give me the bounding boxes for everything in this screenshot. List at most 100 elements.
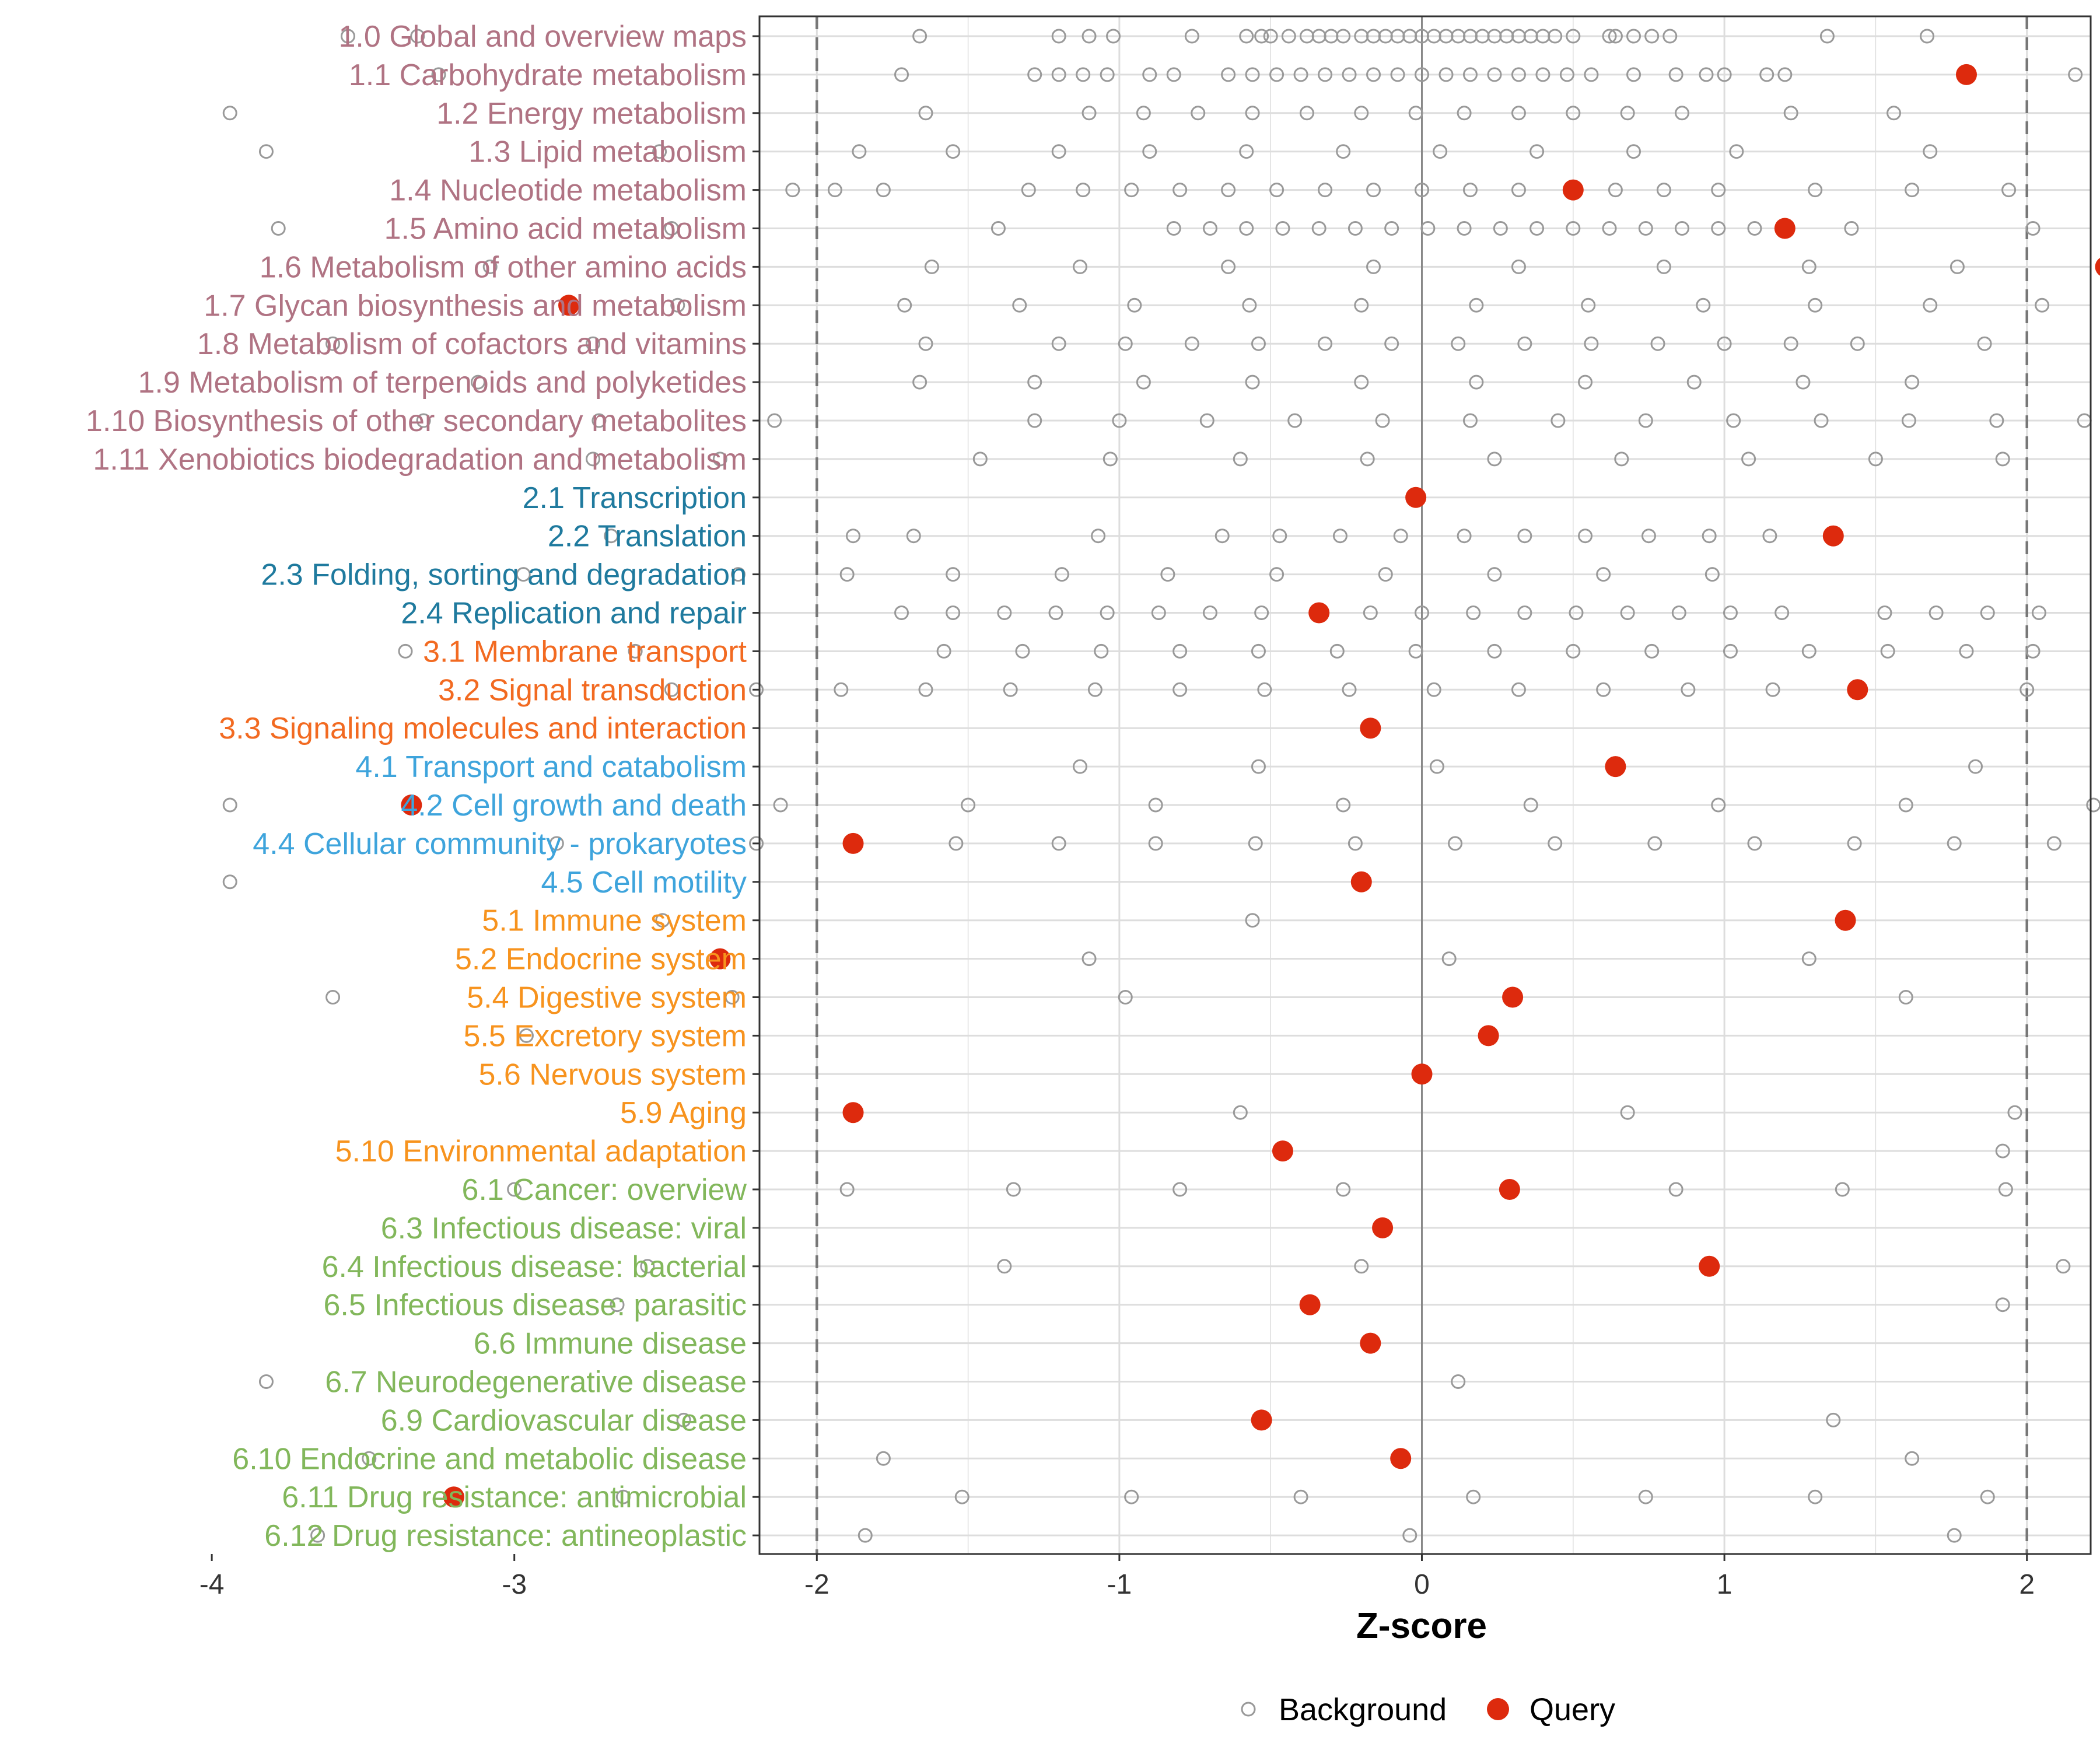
background-point	[1901, 413, 1916, 428]
background-point	[1293, 1489, 1308, 1504]
background-point	[1390, 67, 1405, 82]
background-point	[1620, 1105, 1635, 1120]
background-point	[1148, 836, 1163, 851]
background-point	[785, 183, 800, 198]
background-point	[894, 67, 909, 82]
background-point	[1408, 106, 1423, 121]
background-point	[1299, 106, 1314, 121]
background-point	[1947, 836, 1962, 851]
background-point	[1469, 298, 1484, 313]
background-point	[1850, 336, 1865, 351]
background-point	[876, 1451, 891, 1466]
background-point	[1530, 144, 1545, 159]
background-point	[954, 1489, 970, 1504]
background-point	[1578, 528, 1593, 544]
legend-query-marker	[1487, 1698, 1509, 1720]
background-point	[2007, 1105, 2022, 1120]
background-point	[1783, 336, 1798, 351]
background-point	[1091, 528, 1106, 544]
background-point	[1054, 567, 1069, 582]
background-point	[628, 643, 643, 659]
background-point	[1626, 29, 1642, 44]
background-point	[1329, 643, 1345, 659]
background-point	[1100, 606, 1115, 620]
query-point	[401, 794, 422, 816]
background-point	[1354, 106, 1369, 121]
category-label: 1.0 Global and overview maps	[339, 20, 747, 54]
background-point	[1584, 67, 1599, 82]
background-point	[1048, 606, 1063, 620]
category-label: 4.1 Transport and catabolism	[355, 750, 747, 784]
background-point	[1880, 643, 1895, 659]
category-label: 4.4 Cellular community - prokaryotes	[253, 827, 747, 861]
background-point	[1003, 682, 1018, 697]
background-point	[1012, 298, 1027, 313]
background-point	[610, 1297, 625, 1312]
x-tick-label: -2	[804, 1569, 830, 1600]
background-point	[1142, 144, 1157, 159]
background-point	[1699, 67, 1714, 82]
background-point	[326, 990, 341, 1005]
background-point	[1517, 336, 1532, 351]
query-point	[1372, 1217, 1394, 1238]
background-point	[1393, 528, 1408, 544]
background-point	[1269, 67, 1284, 82]
background-point	[1898, 990, 1913, 1005]
background-point	[712, 452, 727, 467]
category-label: 1.3 Lipid metabolism	[468, 135, 747, 169]
background-point	[724, 990, 740, 1005]
background-point	[1977, 336, 1992, 351]
background-point	[2001, 183, 2017, 198]
background-point	[1136, 106, 1151, 121]
background-point	[1006, 1182, 1021, 1197]
background-point	[1905, 374, 1920, 390]
background-point	[1808, 298, 1823, 313]
background-point	[997, 606, 1012, 620]
background-point	[1656, 183, 1671, 198]
background-point	[1835, 1182, 1850, 1197]
grid-layer	[760, 16, 2091, 1554]
background-point	[1269, 183, 1284, 198]
background-point	[1363, 606, 1378, 620]
background-point	[362, 1451, 377, 1466]
background-point	[310, 1528, 326, 1543]
category-label: 5.1 Immune system	[482, 904, 747, 938]
background-point	[827, 183, 842, 198]
query-point	[1272, 1140, 1293, 1162]
background-point	[1160, 567, 1175, 582]
background-point	[1415, 67, 1429, 82]
background-point	[1457, 106, 1472, 121]
background-point	[946, 144, 961, 159]
category-label: 1.4 Nucleotide metabolism	[389, 174, 747, 208]
background-point	[1272, 528, 1287, 544]
background-point	[1511, 106, 1526, 121]
background-point	[664, 682, 679, 697]
background-point	[410, 29, 425, 44]
query-point	[842, 1102, 864, 1124]
background-point	[1451, 336, 1466, 351]
background-point	[897, 298, 912, 313]
background-point	[1082, 106, 1097, 121]
background-point	[918, 336, 933, 351]
background-point	[670, 298, 685, 313]
background-point	[1287, 413, 1303, 428]
background-point	[222, 797, 237, 813]
background-point	[1245, 67, 1260, 82]
background-point	[1415, 183, 1429, 198]
background-point	[1124, 1489, 1139, 1504]
background-point	[1462, 67, 1478, 82]
background-point	[1596, 682, 1611, 697]
background-point	[1184, 29, 1199, 44]
x-tick-label: 1	[1717, 1569, 1732, 1600]
background-point	[640, 1259, 655, 1274]
background-point	[1221, 183, 1236, 198]
background-point	[652, 144, 667, 159]
background-point	[1847, 836, 1862, 851]
background-point	[1051, 144, 1066, 159]
background-point	[676, 1412, 691, 1427]
background-point	[1511, 183, 1526, 198]
background-point	[1318, 67, 1333, 82]
x-axis: -4-3-2-101234	[200, 1554, 2035, 1600]
background-point	[258, 144, 274, 159]
background-point	[1777, 67, 1793, 82]
